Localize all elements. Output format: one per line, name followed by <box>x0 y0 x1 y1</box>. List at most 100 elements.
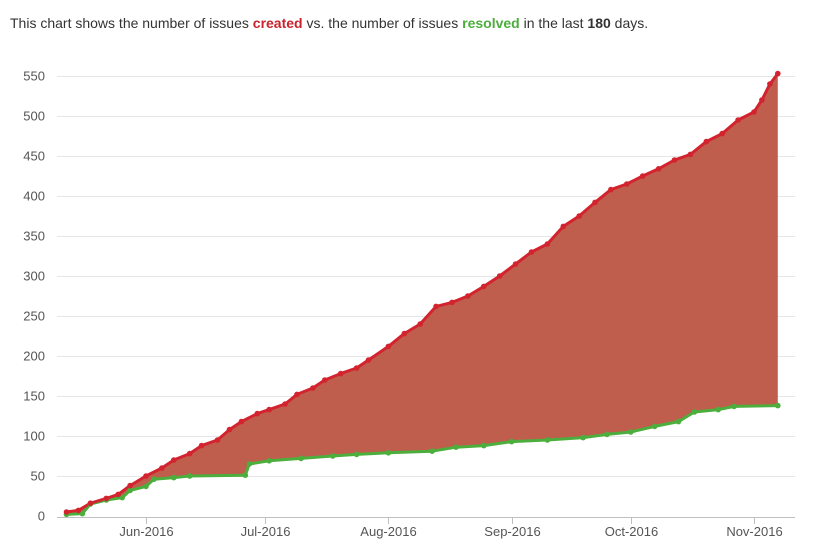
y-tick-label: 550 <box>23 69 45 84</box>
resolved-point[interactable] <box>266 458 273 464</box>
created-point[interactable] <box>528 249 535 255</box>
created-point[interactable] <box>198 442 205 449</box>
resolved-keyword: resolved <box>462 15 520 31</box>
created-point[interactable] <box>687 151 694 158</box>
y-tick-label: 100 <box>23 429 45 444</box>
description-suffix-before-days: in the last <box>519 15 588 31</box>
resolved-point[interactable] <box>628 429 634 435</box>
resolved-point[interactable] <box>127 487 133 494</box>
created-point[interactable] <box>624 181 630 187</box>
y-tick-label: 400 <box>23 189 45 204</box>
created-point[interactable] <box>254 410 261 417</box>
created-point[interactable] <box>592 199 598 206</box>
y-tick-label: 0 <box>38 509 45 524</box>
resolved-point[interactable] <box>429 448 435 455</box>
difference-area <box>66 73 778 515</box>
resolved-point[interactable] <box>508 438 515 445</box>
created-point[interactable] <box>159 465 165 471</box>
resolved-point[interactable] <box>353 451 360 458</box>
created-point[interactable] <box>385 343 392 350</box>
created-point[interactable] <box>353 365 360 371</box>
created-point[interactable] <box>449 299 455 306</box>
created-point[interactable] <box>496 273 503 279</box>
created-point[interactable] <box>417 321 424 327</box>
created-point[interactable] <box>512 261 519 267</box>
created-point[interactable] <box>127 482 133 489</box>
resolved-point[interactable] <box>731 403 737 410</box>
y-tick-label: 500 <box>23 109 45 124</box>
created-point[interactable] <box>401 330 408 337</box>
resolved-point[interactable] <box>186 473 193 479</box>
x-tick-label: Jun-2016 <box>119 524 173 539</box>
resolved-point[interactable] <box>79 510 86 517</box>
created-point[interactable] <box>310 385 316 391</box>
resolved-point[interactable] <box>330 453 336 459</box>
created-point[interactable] <box>322 377 328 383</box>
x-tick-label: Nov-2016 <box>726 524 782 539</box>
created-point[interactable] <box>560 223 567 230</box>
resolved-point[interactable] <box>151 476 157 483</box>
created-point[interactable] <box>171 457 177 463</box>
y-tick-label: 50 <box>31 469 45 484</box>
created-point[interactable] <box>767 81 773 87</box>
resolved-point[interactable] <box>604 431 610 438</box>
y-tick-label: 300 <box>23 269 45 284</box>
created-point[interactable] <box>337 370 344 377</box>
y-tick-label: 450 <box>23 149 45 164</box>
resolved-point[interactable] <box>675 418 682 425</box>
created-point[interactable] <box>294 391 300 398</box>
created-point[interactable] <box>103 495 110 502</box>
created-point[interactable] <box>576 213 582 219</box>
chart-description: This chart shows the number of issues cr… <box>10 14 648 32</box>
resolved-point[interactable] <box>385 450 392 456</box>
resolved-point[interactable] <box>298 455 304 462</box>
created-keyword: created <box>252 15 303 31</box>
resolved-point[interactable] <box>481 442 487 449</box>
resolved-point[interactable] <box>775 402 781 409</box>
created-point[interactable] <box>719 130 725 137</box>
created-point[interactable] <box>703 138 710 145</box>
description-suffix: days. <box>610 15 649 31</box>
created-point[interactable] <box>671 157 678 163</box>
created-point[interactable] <box>433 303 439 310</box>
resolved-point[interactable] <box>580 434 586 441</box>
created-point[interactable] <box>481 283 487 290</box>
resolved-point[interactable] <box>171 474 177 481</box>
created-point[interactable] <box>735 117 741 123</box>
created-point[interactable] <box>655 166 662 172</box>
resolved-point[interactable] <box>246 461 253 467</box>
x-tick-label: Jul-2016 <box>241 524 291 539</box>
created-point[interactable] <box>639 173 646 179</box>
created-point[interactable] <box>75 507 82 514</box>
created-point[interactable] <box>365 357 372 363</box>
created-point[interactable] <box>544 241 551 247</box>
created-point[interactable] <box>266 406 273 413</box>
description-prefix: This chart shows the number of issues <box>10 15 253 31</box>
resolved-point[interactable] <box>544 437 551 443</box>
created-point[interactable] <box>608 186 614 193</box>
created-point[interactable] <box>238 418 245 425</box>
created-point[interactable] <box>759 97 765 103</box>
created-point[interactable] <box>775 70 781 77</box>
created-point[interactable] <box>186 450 193 457</box>
created-point[interactable] <box>214 437 221 443</box>
resolved-point[interactable] <box>453 444 459 451</box>
resolved-point[interactable] <box>691 409 698 415</box>
x-tick-label: Oct-2016 <box>605 524 658 539</box>
resolved-point[interactable] <box>715 406 721 413</box>
created-point[interactable] <box>465 293 471 299</box>
created-point[interactable] <box>282 401 288 407</box>
resolved-point[interactable] <box>242 472 249 479</box>
created-point[interactable] <box>63 509 70 515</box>
y-tick-label: 350 <box>23 229 45 244</box>
created-point[interactable] <box>143 473 149 479</box>
resolved-point[interactable] <box>143 483 149 490</box>
created-point[interactable] <box>226 426 233 433</box>
created-point[interactable] <box>751 109 757 115</box>
created-point[interactable] <box>87 500 94 507</box>
resolved-point[interactable] <box>651 423 658 430</box>
resolved-point[interactable] <box>119 494 125 501</box>
created-point[interactable] <box>115 491 121 498</box>
created-minus-resolved-area <box>66 73 778 515</box>
